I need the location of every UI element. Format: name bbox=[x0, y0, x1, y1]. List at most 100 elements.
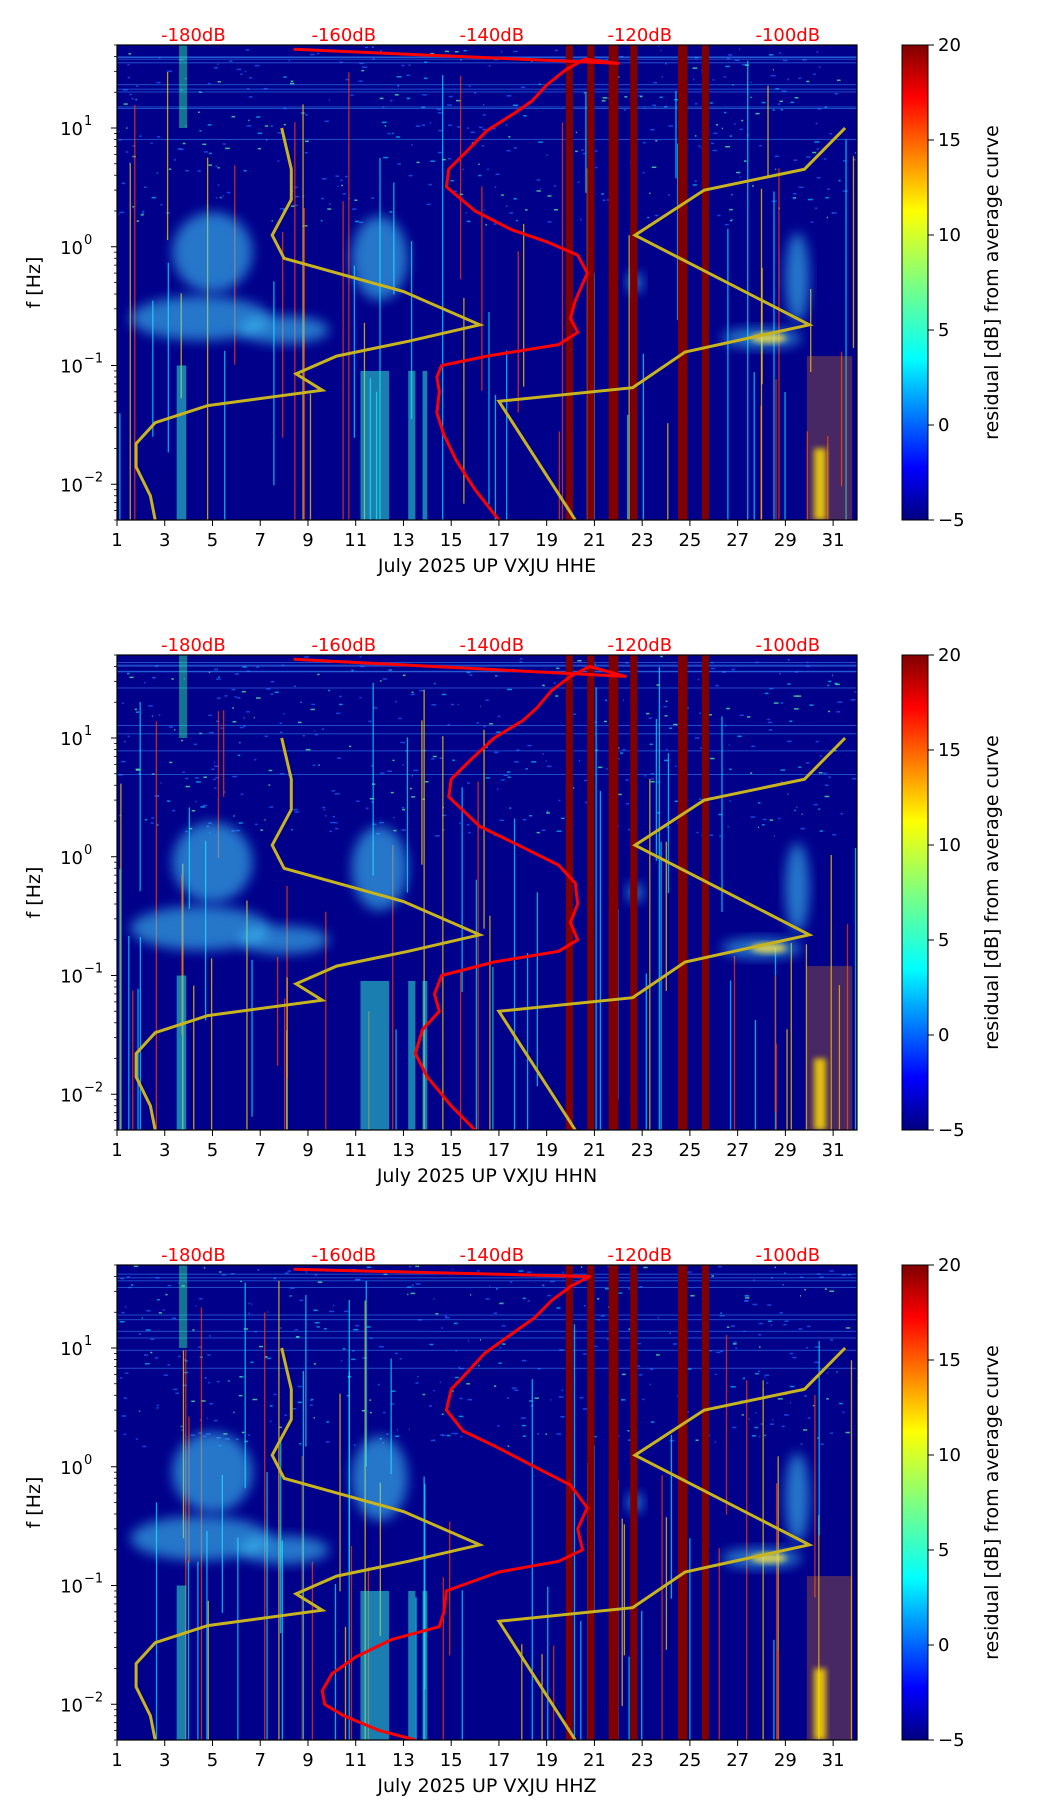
speckle bbox=[135, 1438, 138, 1440]
speckle bbox=[169, 761, 173, 764]
speckle bbox=[485, 224, 488, 226]
speckle bbox=[618, 758, 620, 760]
speckle bbox=[435, 1313, 439, 1315]
speckle bbox=[651, 778, 654, 780]
speckle bbox=[807, 198, 813, 201]
speckle bbox=[515, 219, 518, 222]
y-tick-exponent: 1 bbox=[84, 114, 92, 129]
speckle bbox=[316, 52, 320, 55]
speckle bbox=[799, 1295, 802, 1297]
speckle bbox=[770, 74, 776, 77]
speckle bbox=[468, 831, 471, 834]
harmonic-line bbox=[117, 687, 857, 689]
noise-curve bbox=[293, 47, 620, 520]
streak bbox=[206, 1530, 208, 1740]
x-tick-label: 19 bbox=[535, 530, 558, 551]
speckle bbox=[429, 1405, 432, 1407]
speckle bbox=[347, 1375, 350, 1378]
db-scale-label: -120dB bbox=[607, 1245, 672, 1266]
colorbar-gradient bbox=[901, 1264, 929, 1741]
speckle bbox=[303, 734, 305, 737]
speckle bbox=[745, 1297, 750, 1299]
speckle bbox=[832, 833, 837, 836]
speckle bbox=[389, 211, 393, 213]
speckle bbox=[458, 1366, 460, 1368]
speckle bbox=[773, 835, 775, 837]
speckle bbox=[269, 1420, 272, 1423]
speckle bbox=[841, 1274, 847, 1276]
speckle bbox=[292, 1408, 297, 1410]
speckle bbox=[429, 1343, 434, 1346]
speckle bbox=[411, 1284, 414, 1287]
speckle bbox=[719, 835, 722, 837]
x-tick-label: 7 bbox=[254, 1750, 265, 1771]
speckle bbox=[730, 1325, 736, 1327]
speckle bbox=[536, 831, 540, 834]
speckle bbox=[669, 1332, 671, 1334]
y-tick-exponent: −2 bbox=[84, 1080, 103, 1095]
speckle bbox=[758, 1346, 761, 1348]
x-tick-label: 7 bbox=[254, 530, 265, 551]
speckle bbox=[503, 774, 509, 777]
x-tick-label: 15 bbox=[440, 530, 463, 551]
y-tick-exponent: 1 bbox=[84, 1334, 92, 1349]
speckle bbox=[721, 127, 723, 130]
speckle bbox=[342, 1348, 346, 1350]
speckle bbox=[828, 680, 832, 683]
harmonic-line bbox=[117, 88, 857, 90]
speckle bbox=[513, 147, 517, 149]
colorbar-tick-label: −5 bbox=[938, 1120, 965, 1141]
speckle bbox=[709, 102, 713, 104]
speckle bbox=[283, 123, 286, 126]
streak bbox=[410, 241, 413, 420]
y-tick-label: 10 bbox=[60, 475, 83, 496]
speckle bbox=[177, 148, 183, 150]
speckle bbox=[642, 1398, 645, 1401]
speckle bbox=[549, 1280, 555, 1283]
reference-model-right bbox=[496, 1346, 847, 1740]
speckle bbox=[305, 140, 309, 143]
harmonic-line bbox=[117, 773, 857, 775]
speckle bbox=[183, 678, 186, 680]
speckle bbox=[299, 1299, 304, 1302]
db-scale-label: -100dB bbox=[755, 25, 820, 46]
speckle bbox=[223, 1433, 228, 1435]
speckle bbox=[804, 1288, 806, 1291]
speckle bbox=[755, 1412, 757, 1414]
streak bbox=[302, 104, 304, 520]
speckle bbox=[248, 1312, 251, 1315]
speckle bbox=[459, 822, 462, 825]
speckle bbox=[156, 1404, 159, 1407]
speckle bbox=[774, 1266, 776, 1269]
speckle bbox=[242, 666, 247, 668]
speckle bbox=[582, 1408, 588, 1410]
speckle bbox=[238, 822, 243, 824]
speckle bbox=[393, 816, 395, 819]
speckle bbox=[825, 196, 829, 199]
speckle bbox=[362, 66, 367, 68]
speckle bbox=[482, 103, 485, 106]
streak bbox=[284, 998, 286, 1130]
speckle bbox=[321, 197, 325, 200]
speckle bbox=[498, 1362, 502, 1365]
speckle bbox=[334, 822, 338, 824]
speckle bbox=[379, 821, 384, 824]
speckle bbox=[347, 1394, 350, 1397]
speckle bbox=[580, 1266, 583, 1268]
streak bbox=[777, 1456, 779, 1740]
speckle bbox=[454, 1376, 459, 1379]
streak bbox=[818, 1515, 820, 1740]
speckle bbox=[592, 1345, 598, 1348]
streak bbox=[599, 790, 602, 1130]
speckle bbox=[355, 220, 359, 223]
speckle bbox=[468, 85, 471, 88]
speckle bbox=[538, 141, 543, 143]
speckle bbox=[729, 135, 732, 137]
speckle bbox=[379, 97, 384, 100]
speckle bbox=[434, 835, 440, 837]
harmonic-line bbox=[117, 107, 857, 109]
speckle bbox=[402, 674, 406, 677]
speckle bbox=[285, 1272, 289, 1274]
speckle bbox=[554, 49, 558, 52]
speckle bbox=[739, 176, 741, 179]
